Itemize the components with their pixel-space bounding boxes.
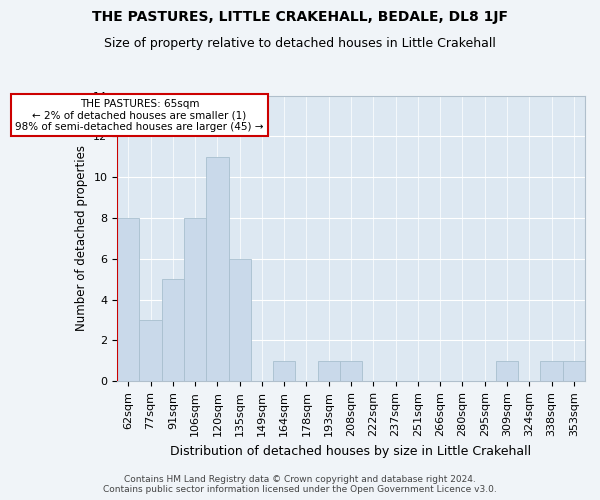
Text: THE PASTURES, LITTLE CRAKEHALL, BEDALE, DL8 1JF: THE PASTURES, LITTLE CRAKEHALL, BEDALE, … xyxy=(92,10,508,24)
Bar xyxy=(139,320,161,382)
X-axis label: Distribution of detached houses by size in Little Crakehall: Distribution of detached houses by size … xyxy=(170,444,532,458)
Bar xyxy=(161,279,184,382)
Text: Size of property relative to detached houses in Little Crakehall: Size of property relative to detached ho… xyxy=(104,38,496,51)
Bar xyxy=(340,361,362,382)
Bar xyxy=(496,361,518,382)
Bar xyxy=(229,259,251,382)
Y-axis label: Number of detached properties: Number of detached properties xyxy=(75,146,88,332)
Bar xyxy=(317,361,340,382)
Bar xyxy=(273,361,295,382)
Bar xyxy=(206,156,229,382)
Text: Contains HM Land Registry data © Crown copyright and database right 2024.
Contai: Contains HM Land Registry data © Crown c… xyxy=(103,474,497,494)
Text: THE PASTURES: 65sqm
← 2% of detached houses are smaller (1)
98% of semi-detached: THE PASTURES: 65sqm ← 2% of detached hou… xyxy=(15,98,263,132)
Bar xyxy=(117,218,139,382)
Bar xyxy=(563,361,585,382)
Bar xyxy=(541,361,563,382)
Bar xyxy=(184,218,206,382)
